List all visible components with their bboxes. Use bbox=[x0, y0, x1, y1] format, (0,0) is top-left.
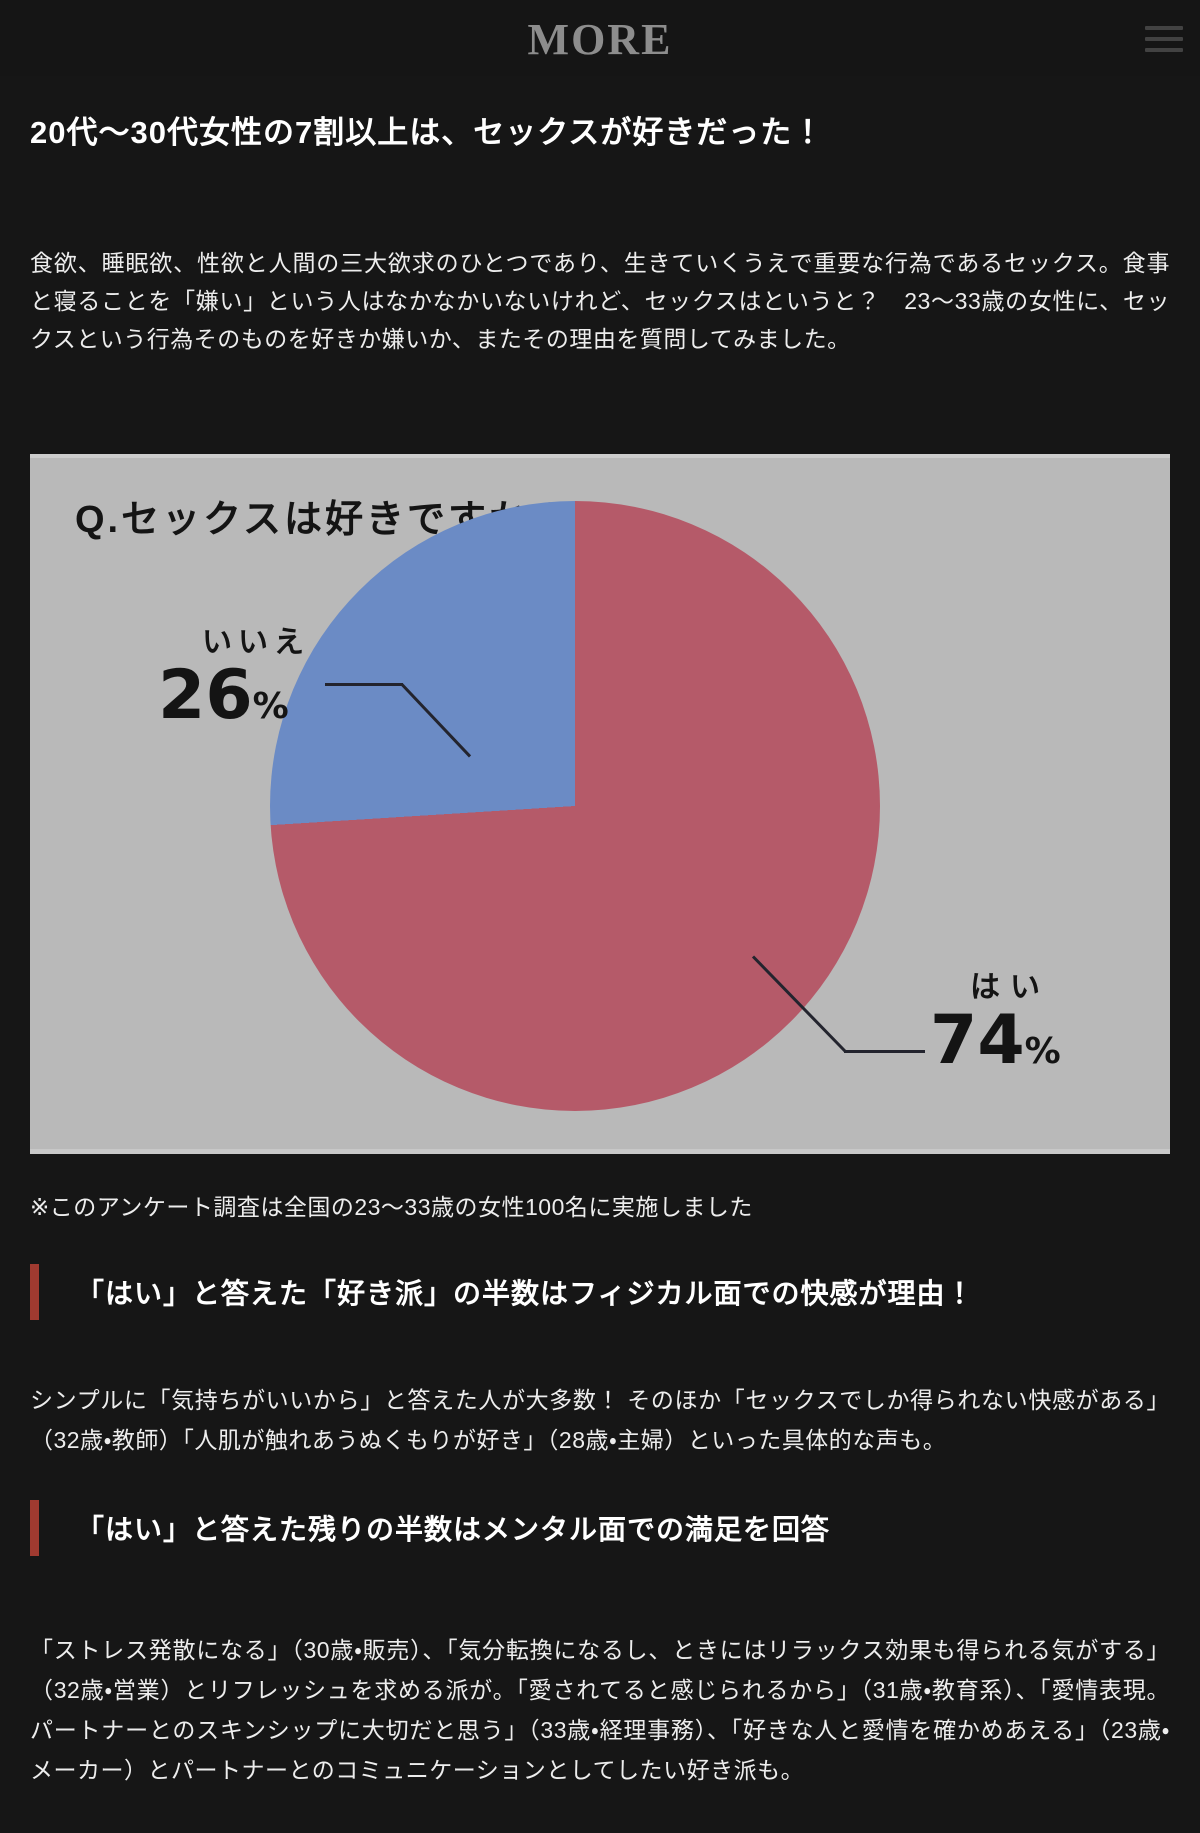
hamburger-icon bbox=[1145, 26, 1183, 52]
menu-bar bbox=[1145, 48, 1183, 52]
section-heading-1: 「はい」と答えた「好き派」の半数はフィジカル面での快感が理由！ bbox=[30, 1263, 1170, 1320]
heading-accent-bar bbox=[30, 1263, 39, 1320]
leader-line-no bbox=[325, 682, 403, 686]
percent-sign: % bbox=[252, 685, 289, 727]
pie-label-no-text: いいえ bbox=[202, 625, 310, 659]
pie-label-yes: はい 74% bbox=[930, 971, 1061, 1088]
intro-paragraph: 食欲、睡眠欲、性欲と人間の三大欲求のひとつであり、生きていくうえで重要な行為であ… bbox=[30, 249, 1170, 352]
leader-line-yes bbox=[844, 1049, 925, 1053]
pie-label-yes-text: はい bbox=[970, 970, 1050, 1004]
chart-note: ※このアンケート調査は全国の23～33歳の女性100名に実施しました bbox=[30, 1193, 753, 1220]
section-heading-1-text: 「はい」と答えた「好き派」の半数はフィジカル面での快感が理由！ bbox=[76, 1277, 975, 1309]
pie-label-no: いいえ 26% bbox=[158, 626, 310, 743]
menu-bar bbox=[1145, 37, 1183, 41]
pie-label-yes-value: 74% bbox=[930, 1004, 1061, 1088]
page-title: 20代～30代女性の7割以上は、セックスが好きだった！ bbox=[30, 115, 825, 150]
hamburger-menu-button[interactable] bbox=[1142, 22, 1186, 56]
heading-accent-bar bbox=[30, 1499, 39, 1556]
section-paragraph-1: シンプルに「気持ちがいいから」と答えた人が大多数！ そのほか「セックスでしか得ら… bbox=[30, 1386, 1170, 1453]
section-heading-2-text: 「はい」と答えた残りの半数はメンタル面での満足を回答 bbox=[76, 1513, 831, 1545]
section-paragraph-2: 「ストレス発散になる」（30歳・販売）、「気分転換になるし、ときにはリラックス効… bbox=[30, 1636, 1170, 1783]
section-heading-2: 「はい」と答えた残りの半数はメンタル面での満足を回答 bbox=[30, 1499, 1170, 1556]
menu-bar bbox=[1145, 26, 1183, 30]
article: 20代～30代女性の7割以上は、セックスが好きだった！ 食欲、睡眠欲、性欲と人間… bbox=[0, 112, 1200, 1790]
article-sections: 「はい」と答えた「好き派」の半数はフィジカル面での快感が理由！ シンプルに「気持… bbox=[30, 1263, 1170, 1790]
survey-chart-image: Q.セックスは好きですか？ いいえ 26% はい 74% bbox=[30, 453, 1170, 1154]
pie-value-yes: 74 bbox=[930, 1000, 1025, 1080]
pie-value-no: 26 bbox=[158, 655, 253, 735]
site-header: MORE bbox=[0, 0, 1200, 76]
pie-label-no-value: 26% bbox=[158, 659, 310, 743]
pie-chart bbox=[270, 500, 880, 1111]
more-logo[interactable]: MORE bbox=[527, 15, 673, 64]
percent-sign: % bbox=[1024, 1030, 1061, 1072]
